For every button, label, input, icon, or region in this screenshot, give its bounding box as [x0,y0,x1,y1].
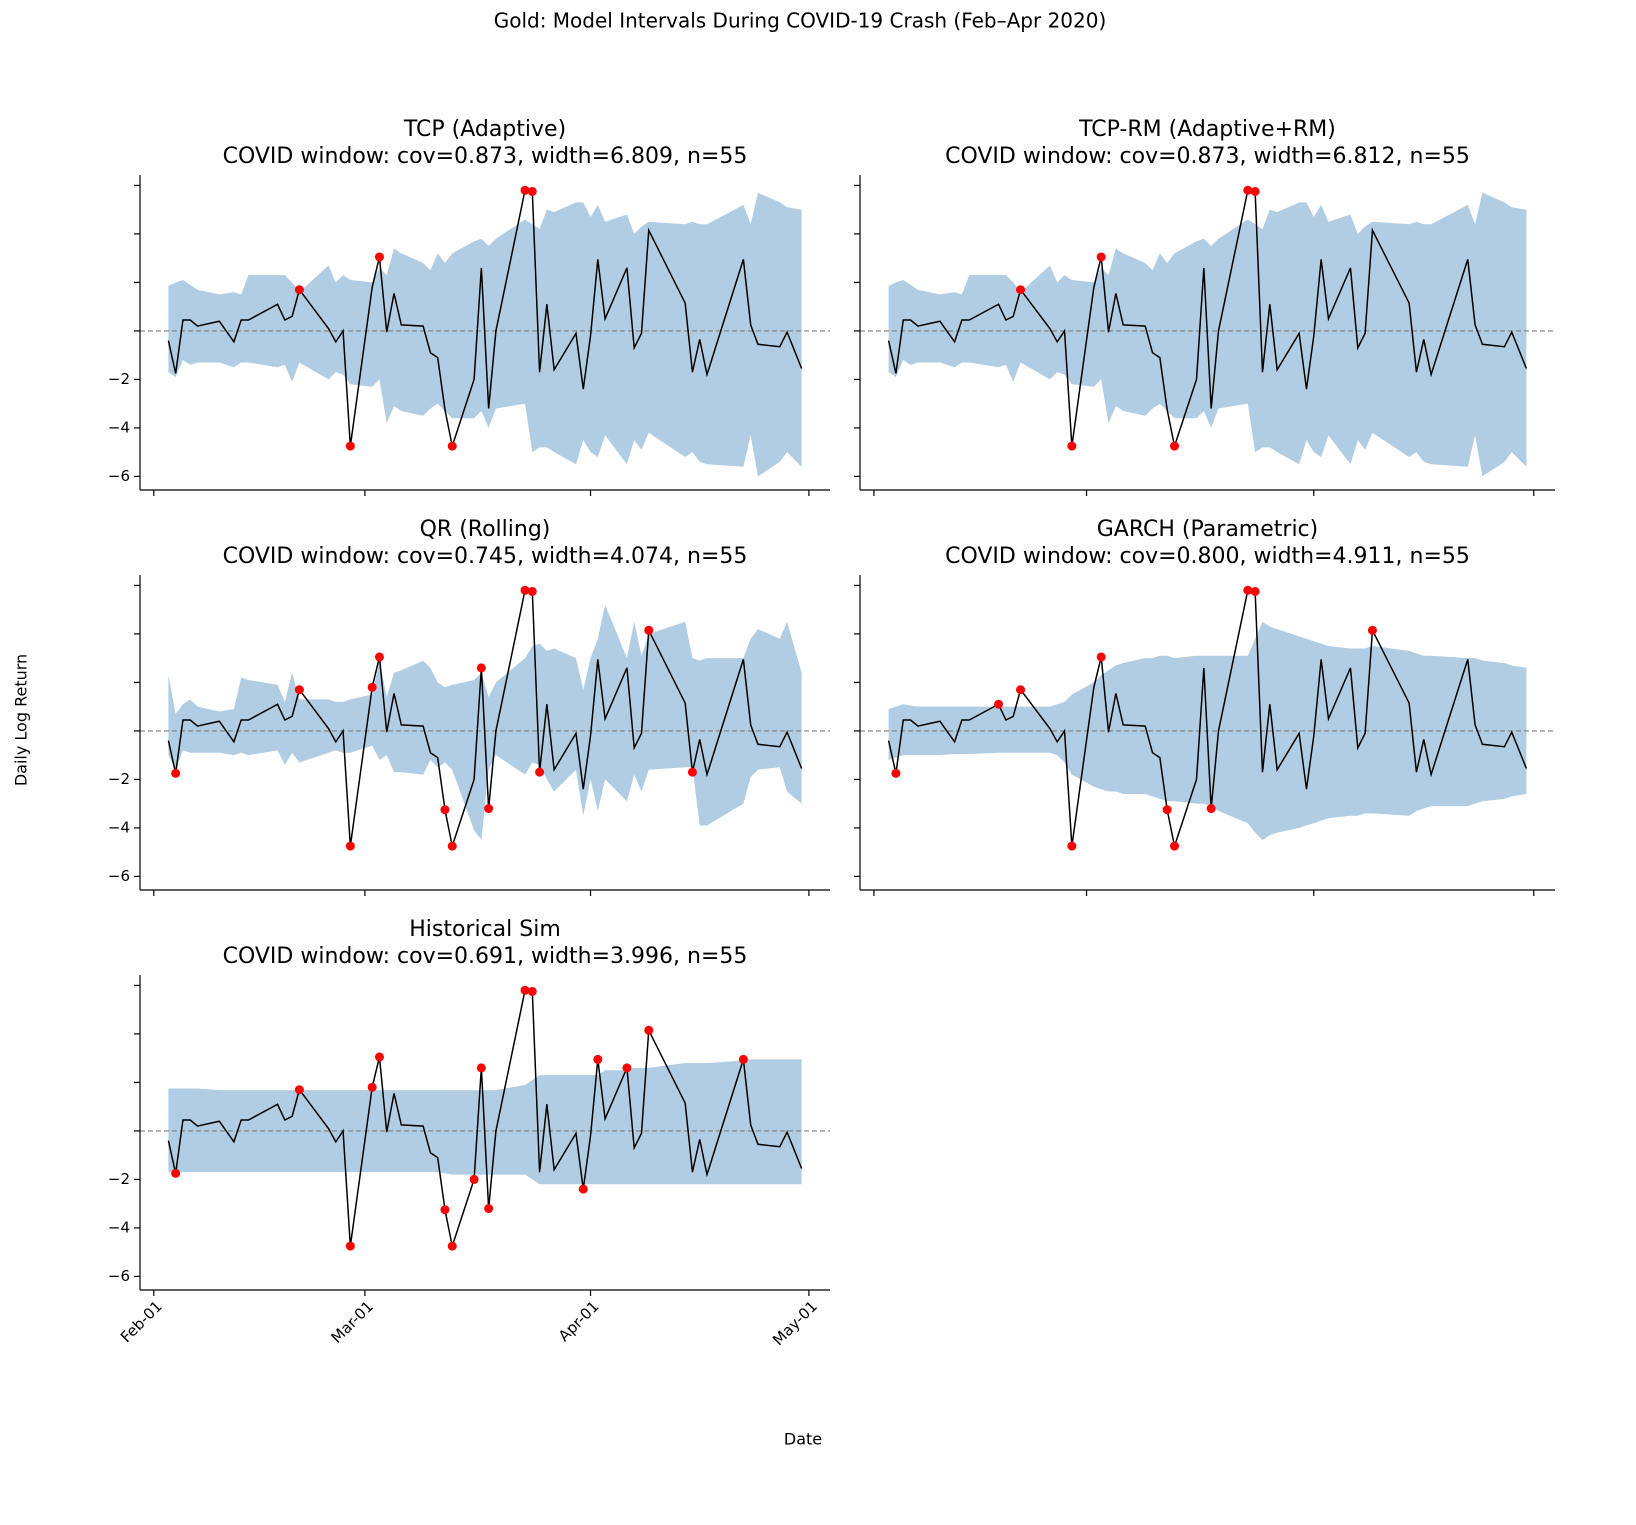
miss-point [644,625,654,635]
y-tick-label: −2 [108,770,130,788]
y-tick-label: −6 [108,1267,130,1285]
miss-point [171,1168,181,1178]
miss-point [994,699,1004,709]
miss-point [171,768,181,778]
miss-point [622,1063,632,1073]
return-line [167,189,803,450]
miss-point [1170,841,1180,851]
x-tick-label: Mar-01 [328,1297,377,1346]
miss-point [1367,625,1377,635]
miss-point [520,985,530,995]
miss-point [1096,652,1106,662]
y-tick-label: −4 [108,1218,130,1236]
interval-band [168,1059,802,1185]
subplot-subtitle: COVID window: cov=0.873, width=6.812, n=… [945,144,1470,169]
miss-point [1250,186,1260,196]
miss-point [374,1052,384,1062]
miss-point [345,441,355,451]
miss-point [345,1241,355,1251]
y-tick-label: −6 [108,867,130,885]
miss-point [1250,586,1260,596]
miss-point [447,441,457,451]
subplot-title: QR (Rolling) [420,517,551,542]
miss-point [687,767,697,777]
miss-point [1170,441,1180,451]
miss-point [294,685,304,695]
miss-point [535,767,545,777]
miss-point [1067,841,1077,851]
miss-point [374,652,384,662]
miss-point [1016,285,1026,295]
miss-point [484,804,494,814]
miss-point [294,285,304,295]
miss-point [469,1174,479,1184]
subplot-subtitle: COVID window: cov=0.800, width=4.911, n=… [945,544,1470,569]
subplot-subtitle: COVID window: cov=0.873, width=6.809, n=… [223,144,748,169]
miss-point [1243,185,1253,195]
miss-point [345,841,355,851]
subplot-title: GARCH (Parametric) [1097,517,1318,542]
miss-point [484,1204,494,1214]
y-tick-label: −2 [108,1170,130,1188]
y-tick-label: −6 [108,467,130,485]
miss-point [1067,441,1077,451]
return-line [887,189,1528,450]
miss-point [367,682,377,692]
subplot-title: TCP-RM (Adaptive+RM) [1078,117,1336,142]
miss-point [476,663,486,673]
miss-point [440,805,450,815]
miss-point [294,1085,304,1095]
x-axis-label: Date [784,1430,822,1449]
x-tick-label: Feb-01 [117,1297,166,1346]
miss-point [1162,805,1172,815]
miss-point [374,252,384,262]
miss-point [891,768,901,778]
miss-point [527,986,537,996]
x-tick-label: May-01 [769,1297,821,1349]
miss-point [476,1063,486,1073]
y-axis-label: Daily Log Return [12,654,31,786]
miss-point [367,1082,377,1092]
subplot-title: TCP (Adaptive) [403,117,566,142]
miss-point [1206,804,1216,814]
interval-band [168,604,802,841]
subplot-subtitle: COVID window: cov=0.691, width=3.996, n=… [223,944,748,969]
y-tick-label: −2 [108,370,130,388]
miss-point [644,1025,654,1035]
miss-point [527,186,537,196]
miss-point [738,1054,748,1064]
subplot-title: Historical Sim [409,917,561,942]
miss-point [1016,685,1026,695]
miss-point [578,1184,588,1194]
miss-point [1243,585,1253,595]
miss-point [1096,252,1106,262]
x-tick-label: Apr-01 [555,1297,603,1345]
miss-point [447,1241,457,1251]
miss-point [440,1205,450,1215]
miss-point [527,586,537,596]
y-tick-label: −4 [108,818,130,836]
y-tick-label: −4 [108,418,130,436]
figure-title: Gold: Model Intervals During COVID-19 Cr… [494,9,1107,33]
miss-point [593,1054,603,1064]
miss-point [520,185,530,195]
miss-point [447,841,457,851]
miss-point [520,585,530,595]
subplot-subtitle: COVID window: cov=0.745, width=4.074, n=… [223,544,748,569]
return-line [167,589,803,850]
